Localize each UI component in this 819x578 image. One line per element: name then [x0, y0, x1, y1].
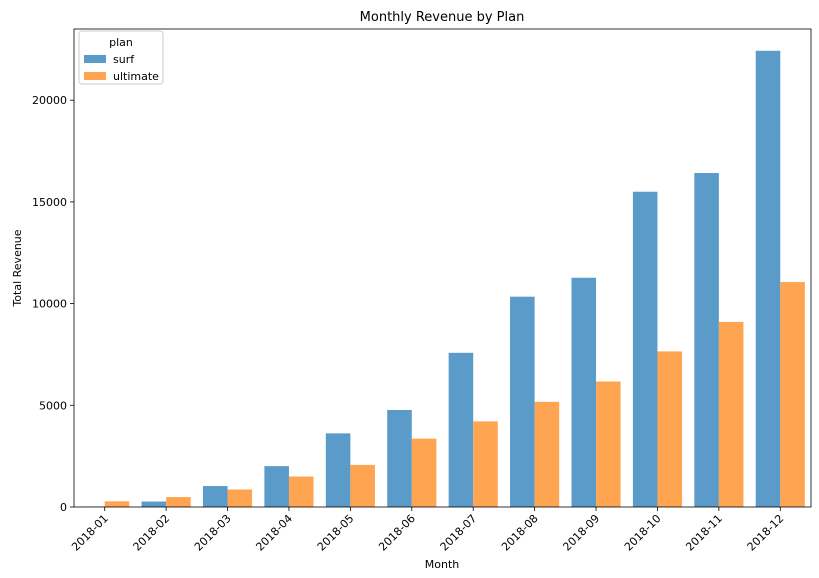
bar-ultimate-2018-10: [657, 351, 682, 507]
x-tick-label-2018-02: 2018-02: [131, 512, 173, 554]
legend-label-ultimate: ultimate: [113, 70, 159, 83]
x-axis-label: Month: [425, 558, 460, 571]
bar-surf-2018-04: [264, 466, 289, 507]
y-tick-label-20000: 20000: [32, 94, 67, 107]
legend-label-surf: surf: [113, 53, 135, 66]
x-tick-label-2018-11: 2018-11: [683, 512, 725, 554]
x-tick-label-2018-03: 2018-03: [192, 512, 234, 554]
bar-ultimate-2018-02: [166, 497, 191, 507]
bar-ultimate-2018-04: [289, 476, 314, 507]
x-tick-label-2018-10: 2018-10: [622, 512, 664, 554]
bars-layer: [80, 51, 805, 507]
y-tick-label-10000: 10000: [32, 298, 67, 311]
bar-ultimate-2018-03: [228, 490, 253, 507]
bar-surf-2018-08: [510, 297, 535, 507]
x-tick-label-2018-07: 2018-07: [438, 512, 480, 554]
bar-surf-2018-06: [387, 410, 412, 507]
bar-ultimate-2018-05: [350, 465, 375, 507]
bar-surf-2018-05: [326, 433, 351, 507]
x-tick-label-2018-09: 2018-09: [560, 512, 602, 554]
legend-swatch-ultimate: [84, 72, 106, 80]
bar-surf-2018-02: [142, 502, 167, 507]
x-tick-label-2018-06: 2018-06: [376, 512, 418, 554]
legend-swatch-surf: [84, 55, 106, 63]
bar-surf-2018-10: [633, 192, 658, 507]
bar-ultimate-2018-08: [535, 402, 560, 507]
x-tick-label-2018-08: 2018-08: [499, 512, 541, 554]
bar-ultimate-2018-12: [780, 282, 805, 507]
legend: plan surf ultimate: [79, 31, 163, 84]
bar-surf-2018-09: [571, 278, 596, 507]
x-tick-label-2018-04: 2018-04: [253, 512, 295, 554]
y-tick-label-15000: 15000: [32, 196, 67, 209]
bar-surf-2018-12: [756, 51, 781, 507]
bar-surf-2018-03: [203, 486, 228, 507]
bar-ultimate-2018-11: [719, 322, 744, 507]
bar-ultimate-2018-01: [105, 501, 130, 507]
x-tick-label-2018-12: 2018-12: [745, 512, 787, 554]
y-axis-label: Total Revenue: [11, 229, 24, 307]
bar-ultimate-2018-06: [412, 439, 437, 507]
bar-surf-2018-07: [449, 353, 474, 507]
chart-title: Monthly Revenue by Plan: [360, 10, 525, 25]
y-tick-label-0: 0: [60, 501, 67, 514]
bar-ultimate-2018-09: [596, 381, 621, 507]
x-tick-label-2018-05: 2018-05: [315, 512, 357, 554]
y-tick-label-5000: 5000: [39, 399, 67, 412]
x-tick-label-2018-01: 2018-01: [69, 512, 111, 554]
bar-ultimate-2018-07: [473, 421, 498, 507]
legend-title: plan: [109, 36, 133, 49]
bar-surf-2018-11: [694, 173, 719, 507]
